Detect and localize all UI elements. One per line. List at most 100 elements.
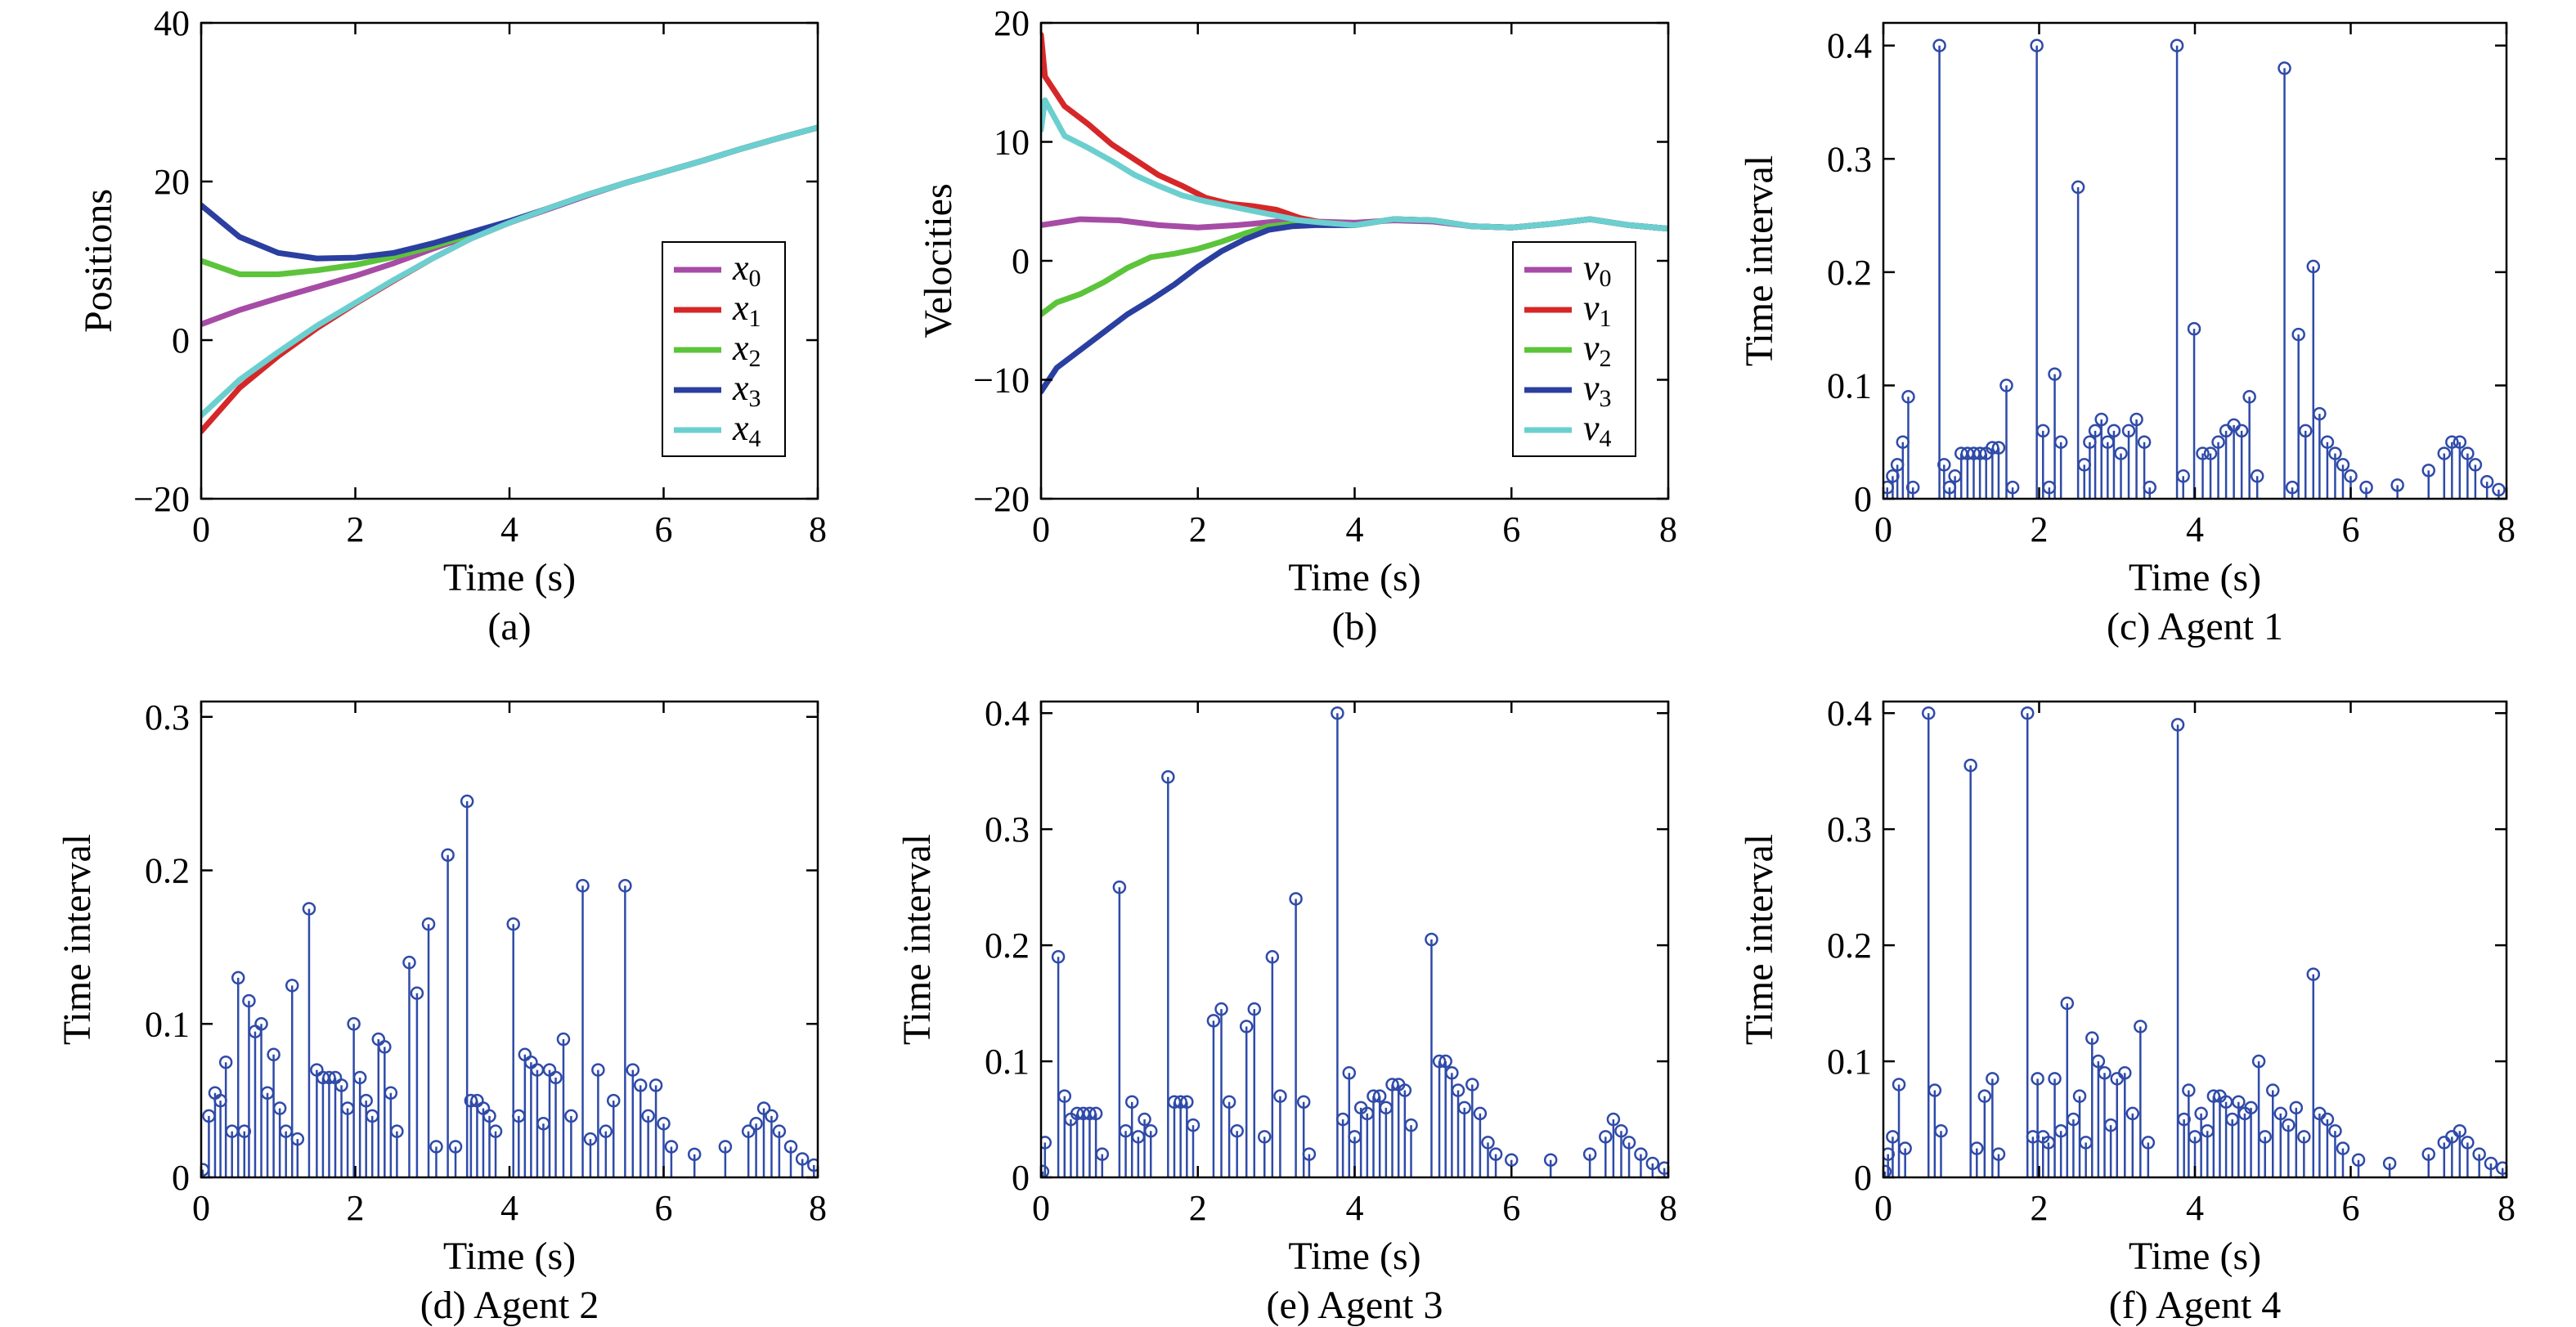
stem-marker-39	[2196, 446, 2210, 460]
y-tick-label: −20	[133, 479, 190, 519]
legend-symbol: v	[1583, 328, 1600, 368]
stem-marker-13	[272, 1101, 287, 1115]
stem-marker-28	[2094, 412, 2108, 427]
stem-marker-52	[2313, 406, 2327, 421]
y-tick-label: 0.3	[1827, 139, 1872, 179]
stem-marker-66	[2484, 1156, 2498, 1171]
stem-marker-9	[1095, 1147, 1110, 1161]
stem-marker-64	[2461, 1136, 2475, 1150]
axes-frame	[1882, 700, 2508, 1179]
legend-symbol: x	[732, 328, 749, 368]
stem-marker-47	[2278, 61, 2291, 75]
legend-label-x3: x3	[732, 368, 761, 412]
stem-marker-32	[1302, 1147, 1317, 1161]
panel-caption: (b)	[1332, 605, 1378, 648]
y-tick-label: 0	[1854, 479, 1872, 519]
legend-subscript: 0	[749, 265, 761, 292]
stem-marker-54	[2328, 446, 2342, 460]
stem-marker-61	[633, 1078, 648, 1092]
legend-label-v3: v3	[1583, 368, 1612, 412]
stem-marker-7	[237, 1124, 252, 1138]
x-tick-label: 0	[192, 509, 210, 549]
x-tick-label: 0	[1874, 509, 1892, 549]
stem-marker-50	[2282, 1118, 2296, 1132]
stem-marker-51	[2289, 1101, 2304, 1115]
x-tick-label: 4	[1346, 1188, 1364, 1228]
stem-marker-58	[2390, 478, 2404, 492]
stem-marker-35	[2182, 1083, 2196, 1097]
stem-marker-33	[2170, 718, 2185, 732]
stem-marker-41	[2211, 435, 2225, 449]
stem-marker-37	[2194, 1106, 2208, 1121]
y-tick-label: 0	[1854, 1158, 1872, 1198]
stem-marker-70	[756, 1101, 771, 1115]
panel-e-agent-3-intervals: 0 2 4 6 8 0 0.1 0.2 0.3 0.4 Time (s) Time interval (…	[895, 693, 1677, 1327]
y-tick-label: 0.2	[985, 926, 1030, 966]
stem-marker-35	[2143, 480, 2157, 495]
stem-marker-13	[2020, 706, 2035, 720]
stem-marker-32	[2141, 1136, 2156, 1150]
stem-marker-53	[2306, 967, 2321, 981]
stem-marker-55	[2320, 1112, 2335, 1127]
x-tick-label: 2	[347, 509, 365, 549]
stem-marker-37	[2176, 469, 2190, 483]
y-tick-label: 0	[1012, 241, 1030, 281]
legend-subscript: 2	[1600, 345, 1612, 372]
stem-marker-34	[2137, 435, 2152, 449]
stem-marker-59	[2421, 464, 2435, 477]
stem-marker-30	[1289, 892, 1303, 906]
stem-marker-12	[1991, 1147, 2006, 1161]
stem-marker-42	[482, 1109, 496, 1123]
stem-marker-12	[1124, 1095, 1139, 1109]
stem-marker-22	[334, 1078, 348, 1092]
stem-marker-61	[2445, 435, 2459, 449]
stem-marker-55	[2336, 458, 2350, 472]
legend-symbol: x	[732, 288, 749, 328]
stem-marker-5	[1921, 706, 1936, 720]
stem-marker-63	[648, 1078, 663, 1092]
stem-marker-49	[2291, 327, 2305, 342]
y-tick-label: 0.1	[145, 1004, 190, 1044]
x-tick-label: 4	[2186, 509, 2204, 549]
stem-marker-44	[1398, 1083, 1412, 1097]
stem-marker-4	[1901, 390, 1915, 404]
x-tick-label: 2	[1189, 509, 1207, 549]
stem-marker-17	[1999, 379, 2013, 392]
stem-marker-22	[2048, 367, 2062, 381]
stem-marker-55	[1488, 1147, 1503, 1161]
stem-marker-49	[2273, 1106, 2288, 1121]
stem-marker-59	[2382, 1156, 2397, 1171]
stem-marker-33	[2129, 412, 2143, 427]
y-tick-label: 0	[172, 1158, 190, 1198]
stem-marker-29	[2118, 1065, 2132, 1080]
series-line-v4	[1041, 97, 1668, 232]
stem-marker-46	[1425, 932, 1438, 947]
stem-marker-47	[2258, 1130, 2272, 1144]
legend-subscript: 3	[1600, 385, 1612, 412]
stem-marker-65	[2472, 1147, 2486, 1161]
stem-marker-52	[1465, 1078, 1479, 1092]
y-tick-label: 0.3	[1827, 809, 1872, 850]
x-axis-label: Time (s)	[443, 556, 576, 599]
stem-marker-15	[285, 979, 299, 993]
stem-marker-59	[618, 879, 632, 893]
legend-label-x2: x2	[732, 328, 761, 372]
legend-label-v1: v1	[1583, 288, 1612, 332]
stem-marker-69	[749, 1117, 763, 1131]
stem-marker-3	[1057, 1089, 1072, 1103]
legend-label-x0: x0	[732, 248, 761, 292]
stem-marker-8	[242, 993, 256, 1008]
stem-marker-40	[2203, 446, 2218, 460]
stem-marker-52	[556, 1032, 571, 1047]
axes-frame	[200, 700, 819, 1179]
stem-marker-75	[807, 1158, 818, 1172]
stem-marker-44	[506, 917, 520, 931]
legend-symbol: x	[732, 368, 749, 408]
stem-marker-25	[352, 1070, 367, 1085]
stem-marker-38	[460, 794, 474, 809]
legend-symbol: v	[1583, 248, 1600, 288]
stem-marker-62	[2453, 435, 2467, 449]
y-axis-label: Time interval	[1738, 834, 1781, 1045]
y-tick-label: −20	[973, 479, 1030, 519]
plot-data-d	[201, 794, 818, 1177]
